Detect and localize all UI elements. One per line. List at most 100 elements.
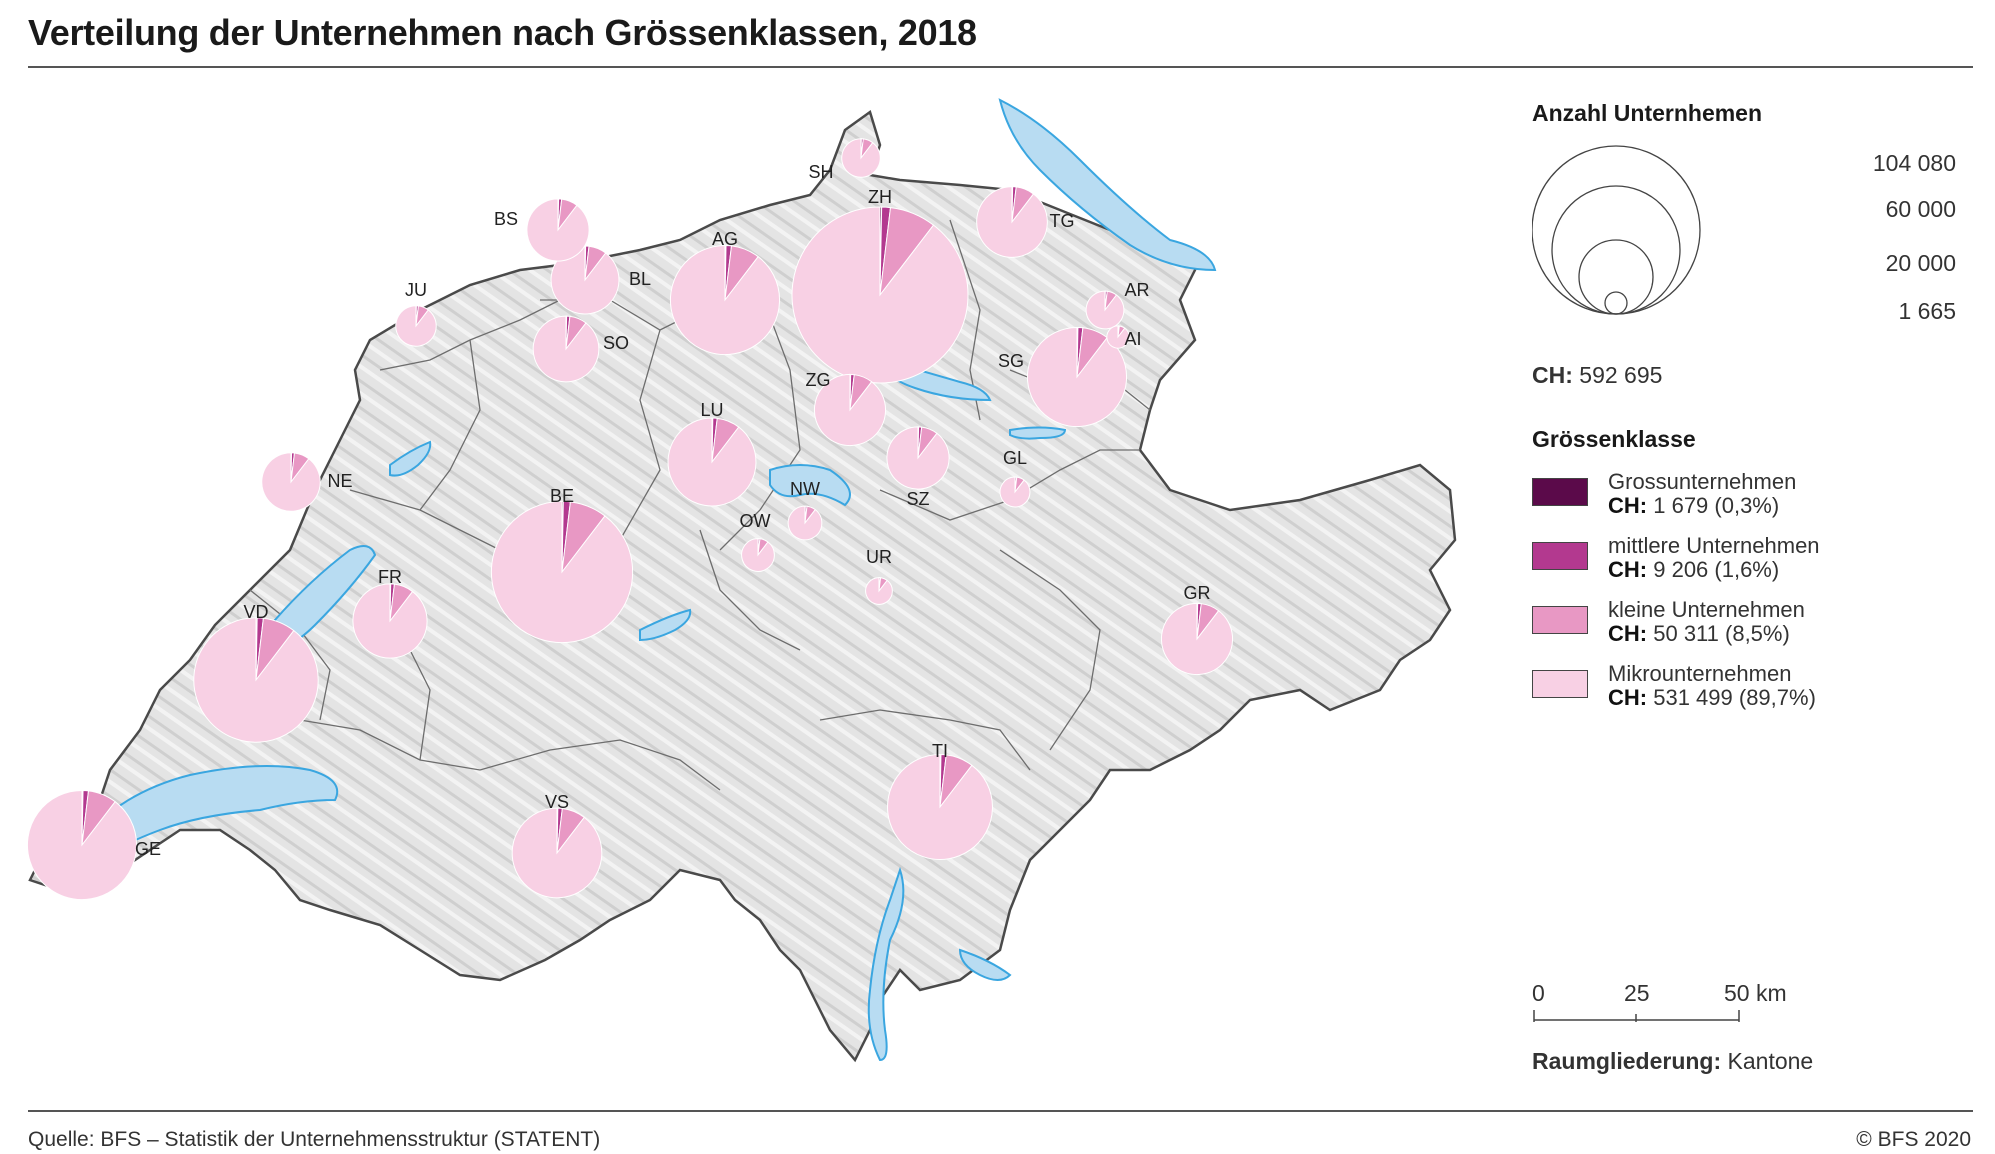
class-legend-title: Grössenklasse — [1532, 426, 1696, 452]
pie-slice-mikro — [791, 206, 969, 384]
canton-label: AR — [1124, 280, 1149, 300]
pie-ju: JU — [395, 280, 437, 347]
pie-slice-mikro — [532, 315, 600, 383]
class-mittel: mittlere Unternehmen CH: 9 206 (1,6%) — [1608, 533, 1820, 582]
class-mikro: Mikrounternehmen CH: 531 499 (89,7%) — [1608, 661, 1816, 710]
canton-label: NW — [790, 479, 820, 499]
lake-thun — [639, 608, 692, 642]
size-circle-60000 — [1551, 185, 1681, 315]
canton-label: OW — [740, 511, 771, 531]
total-count: CH: 592 695 — [1532, 362, 1662, 389]
pie-ar: AR — [1085, 280, 1150, 330]
pie-slice-mikro — [26, 789, 138, 901]
lake-geneva — [88, 765, 339, 862]
size-circle-20000 — [1578, 239, 1654, 315]
canton-label: BE — [550, 486, 574, 506]
pie-ge: GE — [26, 789, 161, 901]
pie-so: SO — [532, 315, 629, 383]
lakes — [88, 98, 1217, 1062]
pie-lu: LU — [667, 400, 757, 507]
pie-slice-mikro — [1160, 602, 1234, 676]
pie-gr: GR — [1160, 583, 1234, 676]
canton-label: GE — [135, 839, 161, 859]
pie-slice-mikro — [261, 452, 321, 512]
total-label: CH: — [1532, 362, 1573, 388]
pie-slice-mikro — [667, 417, 757, 507]
pie-bs: BS — [494, 198, 590, 262]
swatch-mittel — [1532, 542, 1588, 570]
size-value-4: 1 665 — [1898, 298, 1956, 324]
canton-label: SG — [998, 351, 1024, 371]
canton-label: GR — [1184, 583, 1211, 603]
pie-tg: TG — [976, 186, 1075, 258]
pie-slice-mikro — [526, 198, 590, 262]
class-klein: kleine Unternehmen CH: 50 311 (8,5%) — [1608, 597, 1805, 646]
pie-slice-mikro — [193, 617, 319, 743]
canton-label: BL — [629, 269, 651, 289]
pie-slice-mikro — [352, 583, 428, 659]
pie-slice-mikro — [787, 505, 823, 541]
canton-pies: ZH BE VD GE AG TI SG VS LU FR GR ZG TG BL SO BS SZ NE JU SH… — [26, 138, 1234, 901]
canton-label: BS — [494, 209, 518, 229]
pie-slice-mikro — [841, 138, 881, 178]
pie-ne: NE — [261, 452, 353, 512]
canton-label: FR — [378, 567, 402, 587]
lake-lugano — [958, 948, 1012, 981]
class-gross: Grossunternehmen CH: 1 679 (0,3%) — [1608, 469, 1797, 518]
lake-walen — [1009, 426, 1067, 440]
canton-label: UR — [866, 547, 892, 567]
size-legend-circles — [1532, 145, 1701, 315]
size-value-1: 104 080 — [1872, 150, 1956, 176]
pie-slice-mikro — [669, 244, 781, 356]
pie-slice-mikro — [1106, 325, 1130, 349]
pie-slice-mikro — [741, 538, 775, 572]
pie-sg: SG — [998, 326, 1128, 428]
footer-rule — [28, 1110, 1973, 1112]
pie-slice-mikro — [887, 754, 993, 860]
pie-slice-mikro — [999, 476, 1031, 508]
pie-ur: UR — [865, 547, 893, 605]
canton-label: SZ — [906, 489, 929, 509]
pie-slice-mikro — [813, 373, 887, 447]
spatial-division: Raumgliederung: Kantone — [1532, 1048, 1814, 1074]
pie-slice-mikro — [976, 186, 1048, 258]
size-value-3: 20 000 — [1885, 250, 1956, 276]
pie-be: BE — [490, 486, 634, 644]
pie-sz: SZ — [886, 426, 950, 509]
lake-biel — [389, 440, 432, 477]
pie-gl: GL — [999, 448, 1031, 508]
canton-label: GL — [1003, 448, 1027, 468]
copyright: © BFS 2020 — [1856, 1128, 1971, 1151]
size-legend-title: Anzahl Unternhemen — [1532, 100, 1763, 126]
scale-tick-0: 0 — [1532, 980, 1545, 1006]
lake-constance — [998, 98, 1217, 272]
canton-label: NE — [327, 471, 352, 491]
swatch-klein — [1532, 606, 1588, 634]
pie-slice-mikro — [511, 807, 603, 899]
pie-ow: OW — [740, 511, 775, 572]
lake-maggiore — [867, 866, 905, 1062]
size-circle-1665 — [1604, 291, 1628, 315]
canton-label: AI — [1124, 329, 1141, 349]
size-value-2: 60 000 — [1885, 196, 1956, 222]
pie-slice-mikro — [490, 500, 634, 644]
canton-label: LU — [700, 400, 723, 420]
source-note: Quelle: BFS – Statistik der Unternehmens… — [28, 1128, 601, 1151]
pie-vd: VD — [193, 602, 319, 743]
canton-label: VD — [243, 602, 268, 622]
canton-label: TG — [1050, 211, 1075, 231]
pie-ag: AG — [669, 229, 781, 356]
canton-label: ZG — [806, 370, 831, 390]
total-value: 592 695 — [1579, 362, 1663, 388]
scale-tick-25: 25 — [1624, 980, 1650, 1006]
pie-nw: NW — [787, 479, 823, 541]
pie-sh: SH — [808, 138, 881, 182]
canton-label: SH — [808, 162, 833, 182]
canton-label: VS — [545, 792, 569, 812]
canton-label: AG — [712, 229, 738, 249]
pie-zh: ZH — [791, 187, 969, 384]
canton-label: JU — [405, 280, 427, 300]
pie-zg: ZG — [806, 370, 887, 447]
pie-fr: FR — [352, 567, 428, 659]
canton-label: SO — [603, 333, 629, 353]
